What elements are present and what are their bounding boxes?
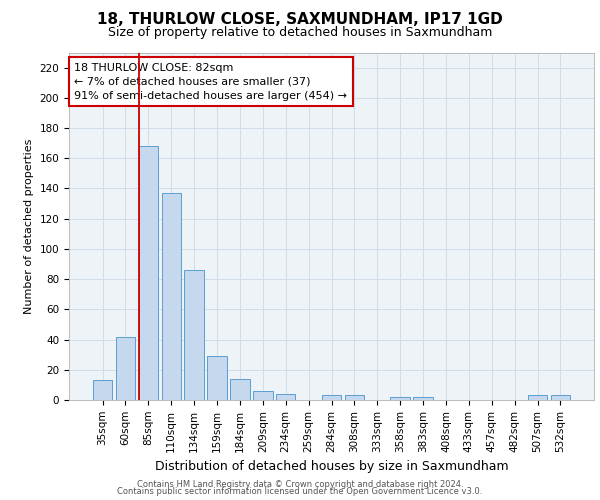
Bar	[116, 336, 135, 400]
Bar	[528, 396, 547, 400]
Bar	[139, 146, 158, 400]
Bar	[230, 379, 250, 400]
Text: Contains HM Land Registry data © Crown copyright and database right 2024.: Contains HM Land Registry data © Crown c…	[137, 480, 463, 489]
Text: 18, THURLOW CLOSE, SAXMUNDHAM, IP17 1GD: 18, THURLOW CLOSE, SAXMUNDHAM, IP17 1GD	[97, 12, 503, 28]
Bar	[208, 356, 227, 400]
Bar	[276, 394, 295, 400]
Text: Contains public sector information licensed under the Open Government Licence v3: Contains public sector information licen…	[118, 487, 482, 496]
Bar	[413, 397, 433, 400]
Bar	[344, 396, 364, 400]
Bar	[551, 396, 570, 400]
X-axis label: Distribution of detached houses by size in Saxmundham: Distribution of detached houses by size …	[155, 460, 508, 473]
Text: Size of property relative to detached houses in Saxmundham: Size of property relative to detached ho…	[108, 26, 492, 39]
Bar	[253, 391, 272, 400]
Y-axis label: Number of detached properties: Number of detached properties	[24, 138, 34, 314]
Text: 18 THURLOW CLOSE: 82sqm
← 7% of detached houses are smaller (37)
91% of semi-det: 18 THURLOW CLOSE: 82sqm ← 7% of detached…	[74, 63, 347, 101]
Bar	[391, 397, 410, 400]
Bar	[161, 193, 181, 400]
Bar	[93, 380, 112, 400]
Bar	[184, 270, 204, 400]
Bar	[322, 396, 341, 400]
